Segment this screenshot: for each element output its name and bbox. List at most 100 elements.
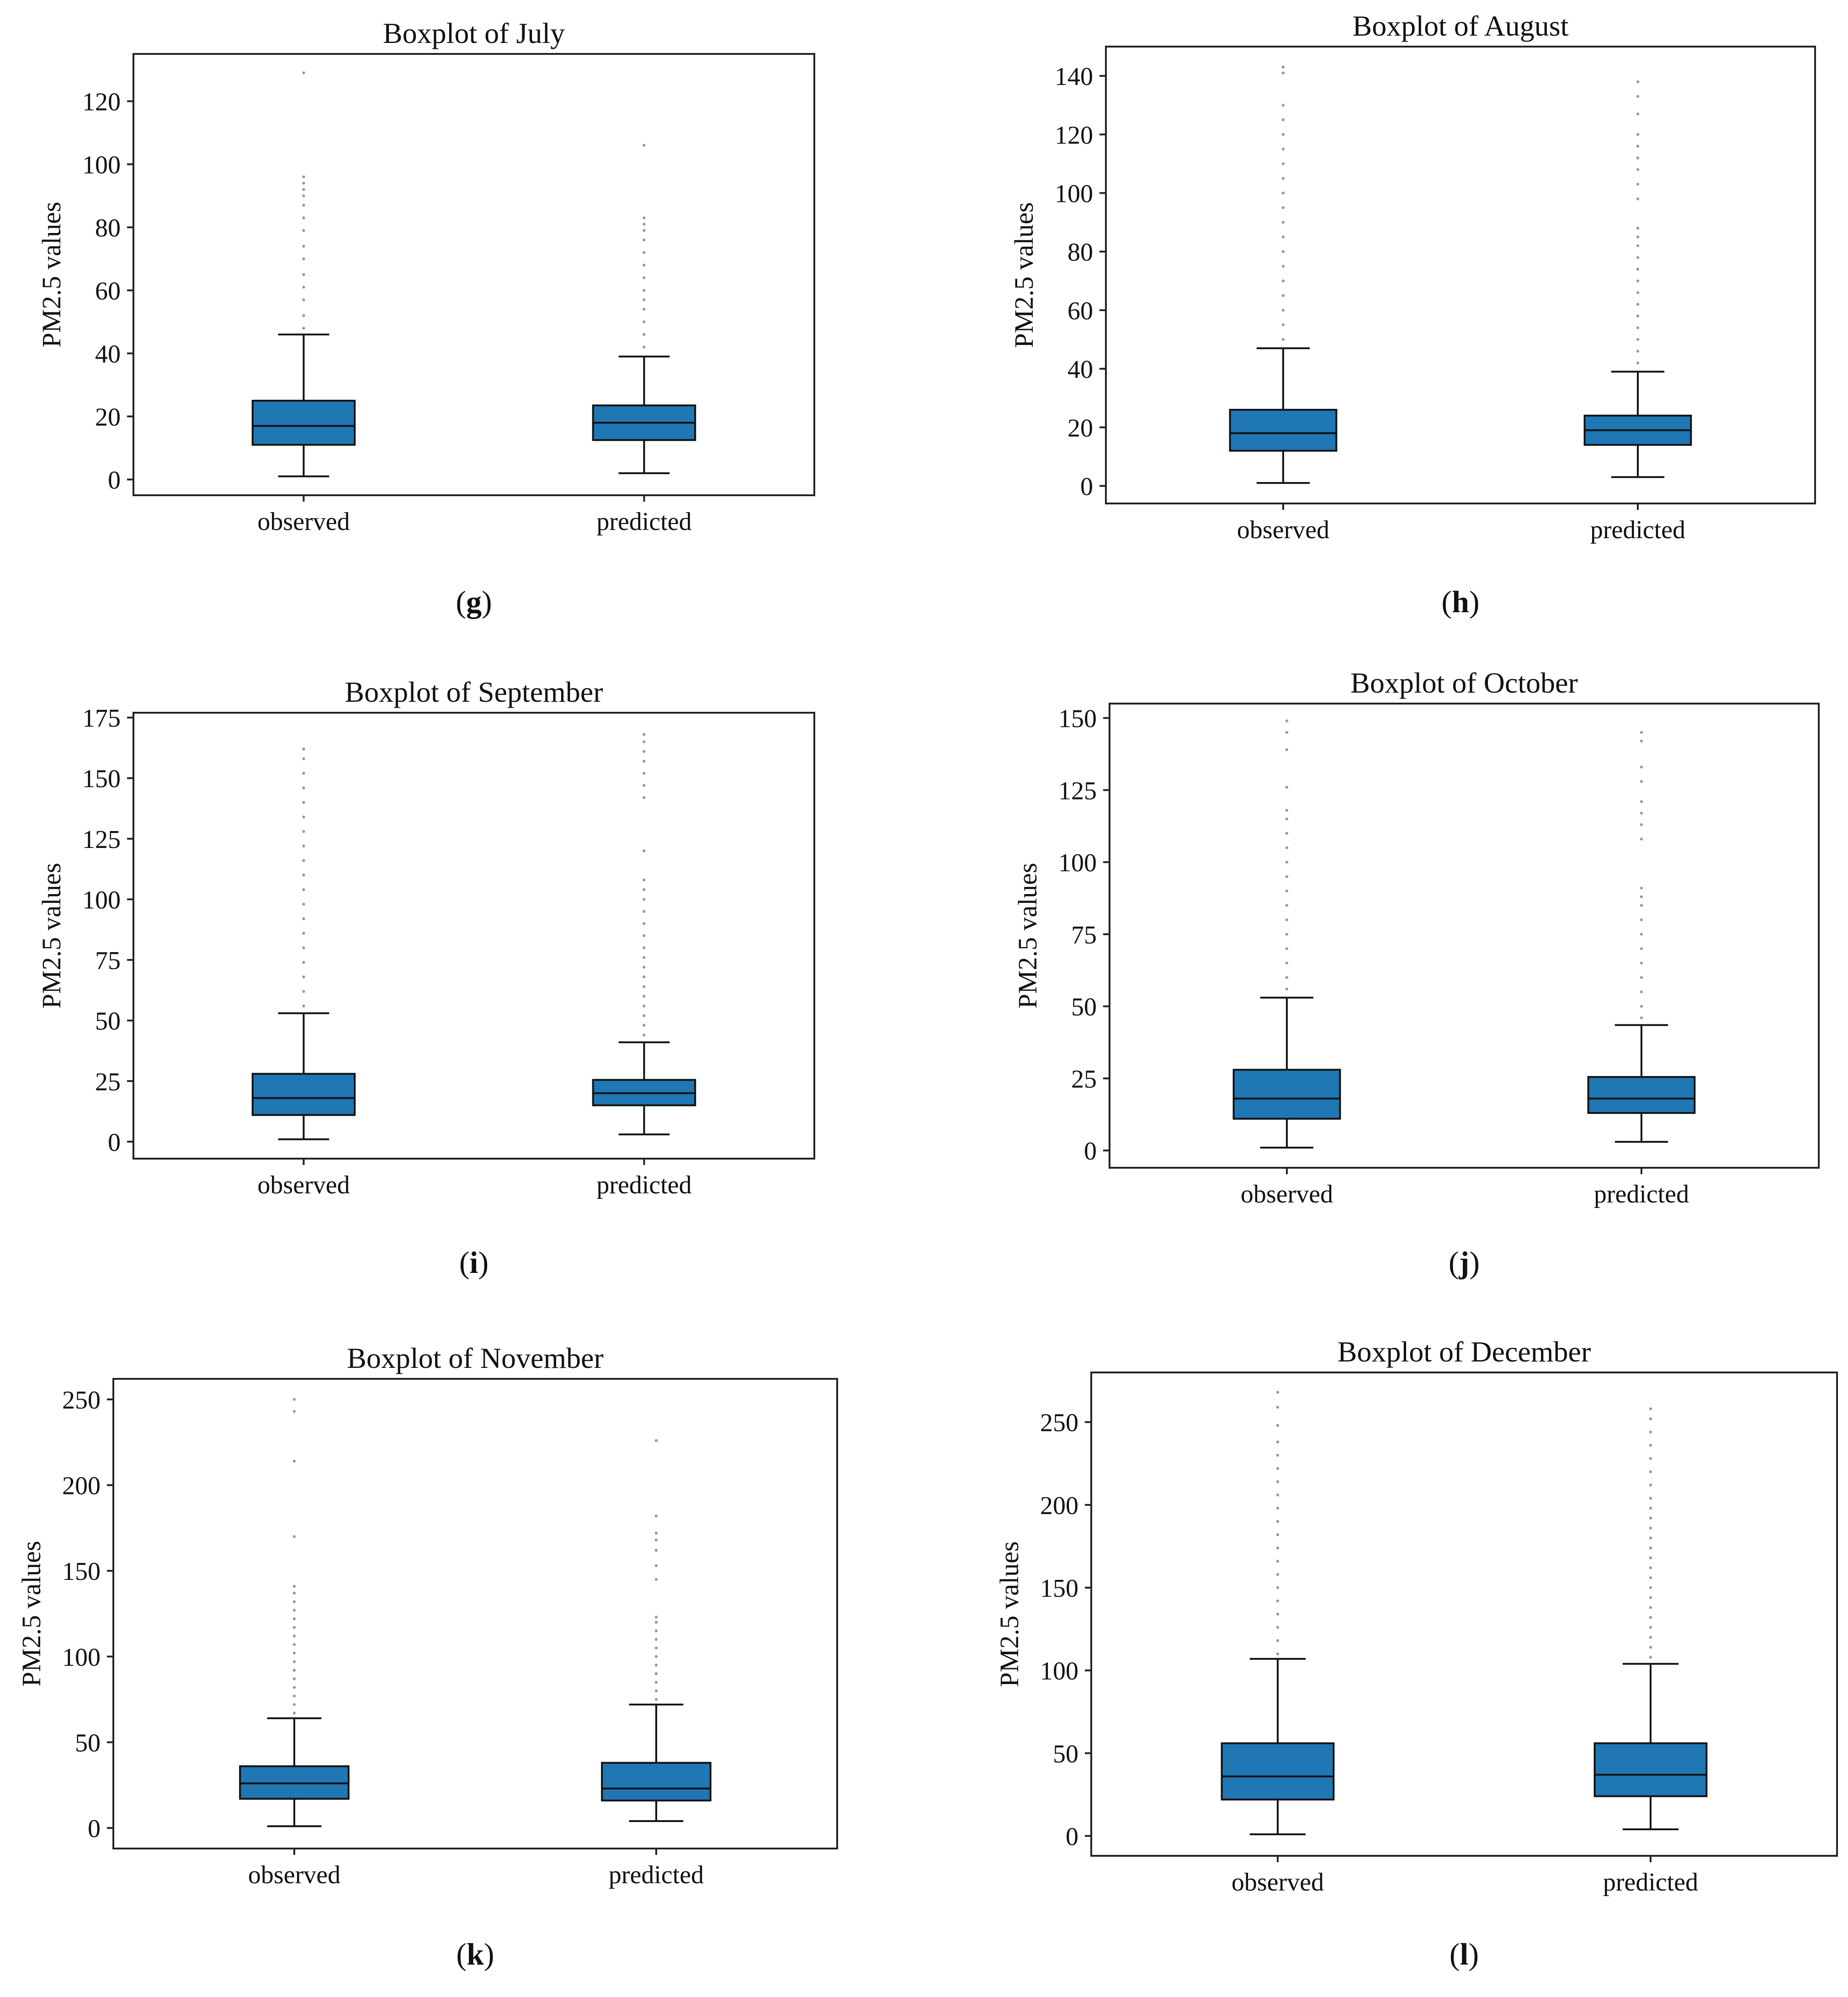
y-tick-label: 150 (1040, 1574, 1078, 1603)
box-group-predicted (1587, 731, 1696, 1143)
outlier-point (302, 975, 305, 979)
outlier-point (1281, 162, 1285, 165)
outlier-point (292, 1591, 296, 1595)
y-tick-label: 100 (62, 1643, 101, 1672)
outlier-point (1649, 1536, 1652, 1540)
outlier-point (1640, 731, 1643, 734)
outlier-point (654, 1531, 658, 1535)
outlier-point (1640, 739, 1643, 743)
outlier-point (1285, 731, 1289, 734)
outlier-point (643, 216, 646, 219)
outlier-point (654, 1564, 658, 1568)
outlier-point (1636, 95, 1640, 98)
y-tick-label: 100 (1058, 849, 1097, 877)
outlier-point (1649, 1407, 1652, 1410)
outlier-point (643, 143, 646, 147)
outlier-point (1649, 1417, 1652, 1420)
outlier-point (1640, 976, 1643, 979)
x-tick-label-observed: observed (1232, 1868, 1324, 1896)
outlier-point (1636, 156, 1640, 159)
y-tick-label: 20 (1067, 414, 1093, 442)
y-tick-label: 100 (1040, 1657, 1078, 1685)
outlier-point (1640, 765, 1643, 769)
outlier-point (654, 1655, 658, 1658)
outlier-point (1276, 1573, 1280, 1576)
outlier-point (1640, 918, 1643, 922)
outlier-point (654, 1439, 658, 1442)
outlier-point (654, 1578, 658, 1581)
outlier-point (654, 1689, 658, 1693)
y-tick-label: 80 (95, 214, 121, 243)
y-tick-label: 125 (1058, 777, 1097, 805)
outlier-point (1636, 197, 1640, 201)
outlier-point (1285, 976, 1289, 979)
outlier-point (643, 922, 646, 925)
outlier-point (1276, 1559, 1280, 1563)
outlier-point (643, 1024, 646, 1027)
outlier-point (1640, 823, 1643, 826)
panel-letter: g (466, 584, 482, 619)
outlier-point (1649, 1646, 1652, 1649)
plot-frame (1105, 46, 1816, 504)
outlier-point (302, 747, 305, 751)
outlier-point (1281, 221, 1285, 224)
y-axis-label: PM2.5 values (1013, 863, 1042, 1009)
outlier-point (292, 1609, 296, 1612)
outlier-point (643, 946, 646, 949)
outlier-point (1649, 1576, 1652, 1579)
outlier-point (654, 1621, 658, 1624)
outlier-point (1640, 1005, 1643, 1008)
outlier-point (1285, 947, 1289, 950)
outlier-point (1285, 987, 1289, 991)
y-tick-label: 50 (1071, 993, 1097, 1022)
iqr-box (601, 1762, 712, 1801)
outlier-point (1649, 1483, 1652, 1487)
outlier-point (302, 273, 305, 276)
outlier-point (1640, 895, 1643, 899)
outlier-point (292, 1626, 296, 1629)
outlier-point (302, 801, 305, 804)
outlier-point (1636, 361, 1640, 365)
y-tick-label: 200 (1040, 1492, 1078, 1520)
outlier-point (1636, 235, 1640, 238)
outlier-point (1276, 1506, 1280, 1510)
outlier-point (643, 1014, 646, 1017)
outlier-point (1285, 961, 1289, 965)
outlier-point (302, 1004, 305, 1008)
outlier-point (302, 961, 305, 964)
outlier-point (1281, 177, 1285, 180)
y-tick-label: 0 (88, 1815, 101, 1843)
outlier-point (302, 244, 305, 248)
outlier-point (302, 71, 305, 74)
outlier-point (1636, 302, 1640, 306)
outlier-point (654, 1538, 658, 1541)
x-tick-label-observed: observed (257, 508, 350, 536)
box-group-predicted (592, 733, 696, 1135)
outlier-point (643, 956, 646, 959)
y-tick-label: 125 (82, 826, 121, 854)
box-group-predicted (592, 143, 696, 474)
outlier-point (302, 830, 305, 833)
chart-title: Boxplot of August (1353, 10, 1569, 42)
outlier-point (292, 1686, 296, 1689)
outlier-point (1649, 1636, 1652, 1639)
outlier-point (1285, 918, 1289, 922)
outlier-point (1640, 932, 1643, 936)
iqr-box (1593, 1742, 1708, 1797)
outlier-point (1285, 785, 1289, 789)
outlier-point (302, 772, 305, 775)
outlier-point (1636, 133, 1640, 136)
y-tick-label: 50 (75, 1729, 101, 1757)
outlier-point (1649, 1516, 1652, 1520)
outlier-point (1281, 308, 1285, 312)
outlier-point (643, 759, 646, 763)
outlier-point (1285, 860, 1289, 864)
outlier-point (1276, 1480, 1280, 1483)
outlier-point (1649, 1596, 1652, 1599)
outlier-point (302, 204, 305, 207)
chart-title: Boxplot of September (345, 676, 603, 708)
y-tick-label: 0 (1080, 473, 1093, 501)
outlier-point (302, 888, 305, 891)
outlier-point (654, 1629, 658, 1632)
